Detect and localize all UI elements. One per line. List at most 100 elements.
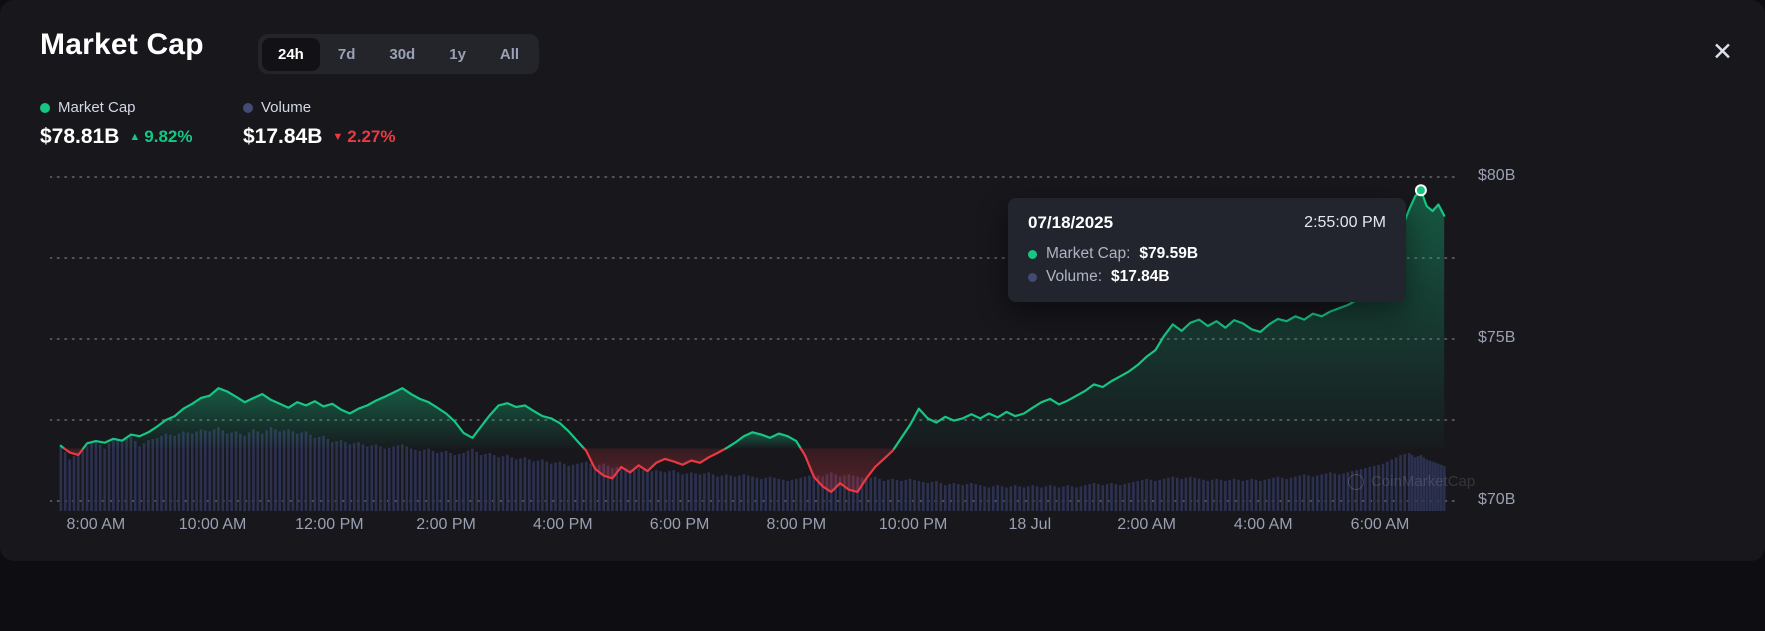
volume-bar xyxy=(536,460,540,511)
volume-bar xyxy=(1048,485,1052,511)
legend-market-cap: Market Cap $78.81B ▲ 9.82% xyxy=(40,99,193,149)
volume-bar xyxy=(1372,465,1376,511)
tab-24h[interactable]: 24h xyxy=(262,37,320,71)
volume-bar xyxy=(1171,476,1175,511)
volume-bar xyxy=(1237,479,1240,511)
tab-30d[interactable]: 30d xyxy=(373,38,431,71)
volume-value: $17.84B xyxy=(243,125,323,148)
volume-bar xyxy=(584,461,588,511)
tab-7d[interactable]: 7d xyxy=(322,38,372,71)
volume-bar xyxy=(711,474,715,511)
volume-bar xyxy=(1031,485,1034,511)
volume-bar xyxy=(952,483,956,511)
volume-bar xyxy=(707,472,711,511)
volume-bar xyxy=(85,446,89,511)
volume-bar xyxy=(401,444,404,512)
volume-bar xyxy=(1000,486,1004,511)
volume-bar xyxy=(1189,476,1192,511)
volume-bar xyxy=(519,458,522,511)
volume-bar xyxy=(908,478,912,512)
volume-bar xyxy=(978,485,982,511)
volume-bar xyxy=(768,476,772,511)
volume-bar xyxy=(1127,483,1131,511)
volume-bar xyxy=(1092,483,1096,511)
volume-bar xyxy=(764,477,767,511)
volume-bar xyxy=(567,465,570,511)
volume-bar xyxy=(479,455,483,511)
x-axis-label: 18 Jul xyxy=(1008,516,1052,533)
volume-bar xyxy=(746,475,750,511)
volume-bar xyxy=(992,486,995,511)
volume-bar xyxy=(252,429,255,511)
volume-bar xyxy=(943,485,947,511)
volume-bar xyxy=(650,471,654,511)
volume-bar xyxy=(554,462,557,511)
volume-bar xyxy=(1101,485,1105,511)
volume-bar xyxy=(1267,478,1271,512)
volume-bar xyxy=(887,479,890,511)
volume-bar xyxy=(1351,471,1354,511)
volume-bar xyxy=(1140,479,1144,511)
volume-bar xyxy=(94,440,98,512)
volume-bar xyxy=(545,461,549,511)
volume-bar xyxy=(1206,480,1210,511)
volume-bar xyxy=(1197,478,1201,512)
volume-bar xyxy=(134,441,137,511)
x-axis-label: 10:00 AM xyxy=(178,516,247,533)
volume-bar xyxy=(668,471,671,511)
volume-bar xyxy=(541,459,544,511)
volume-bar xyxy=(922,482,925,511)
close-icon[interactable]: ✕ xyxy=(1706,34,1739,71)
volume-bar xyxy=(1407,452,1411,511)
volume-bar xyxy=(239,433,242,511)
volume-bar xyxy=(291,431,295,511)
volume-bar xyxy=(628,470,632,511)
volume-bar xyxy=(1399,455,1402,511)
volume-bar xyxy=(1434,462,1437,511)
volume-bar xyxy=(816,475,820,511)
tab-all[interactable]: All xyxy=(484,38,535,71)
x-axis-label: 10:00 PM xyxy=(878,516,948,533)
tooltip-volume-dot xyxy=(1028,272,1037,282)
volume-bar xyxy=(243,435,246,512)
volume-bar xyxy=(716,476,719,511)
volume-bar xyxy=(103,448,106,511)
volume-bar xyxy=(1440,464,1443,511)
volume-bar xyxy=(593,465,597,511)
volume-bar xyxy=(1219,479,1223,511)
volume-bar xyxy=(1403,454,1407,511)
volume-bar xyxy=(1057,487,1061,512)
volume-bar xyxy=(440,451,443,511)
volume-bar xyxy=(169,434,172,511)
volume-bar xyxy=(138,446,141,511)
market-cap-chart-panel: Market Cap 24h 7d 30d 1y All ✕ Market Ca… xyxy=(40,28,1739,533)
market-cap-legend-label: Market Cap xyxy=(58,99,136,116)
volume-bar xyxy=(269,427,273,511)
volume-bar xyxy=(348,444,352,512)
volume-bar xyxy=(1259,480,1262,511)
volume-bar xyxy=(808,475,811,511)
volume-bar xyxy=(1442,465,1446,511)
volume-bar xyxy=(204,430,207,511)
up-arrow-icon: ▲ xyxy=(129,130,141,143)
volume-bar xyxy=(659,471,662,511)
volume-bar xyxy=(304,431,308,511)
volume-bar xyxy=(1123,484,1126,511)
volume-bar xyxy=(851,475,855,511)
volume-bar xyxy=(698,474,702,511)
volume-bar xyxy=(738,475,741,511)
price-line-red xyxy=(63,447,85,457)
tab-1y[interactable]: 1y xyxy=(433,38,482,71)
volume-bar xyxy=(865,478,868,512)
volume-bar xyxy=(1377,464,1380,511)
y-axis-label: $75B xyxy=(1478,329,1516,346)
volume-bar xyxy=(654,470,658,511)
volume-bar xyxy=(1359,469,1363,511)
price-line-green xyxy=(82,387,586,450)
area-fill-red xyxy=(800,448,895,492)
volume-bar xyxy=(514,459,518,511)
volume-bar xyxy=(983,486,986,511)
volume-bar xyxy=(352,443,356,511)
volume-bar xyxy=(690,472,693,511)
volume-bar xyxy=(1088,484,1091,511)
